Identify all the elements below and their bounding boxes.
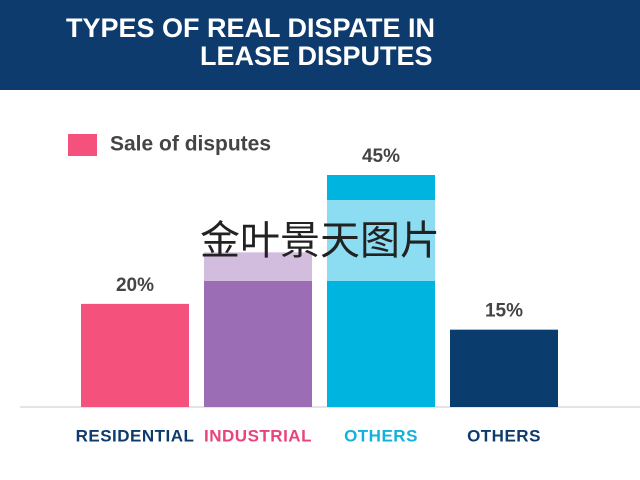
bar — [450, 329, 558, 407]
x-tick-label: RESIDENTIAL — [76, 426, 195, 445]
value-label: 20% — [116, 275, 154, 296]
value-label: 45% — [362, 146, 400, 167]
chart-title-line: TYPES OF REAL DISPATE IN — [66, 13, 435, 43]
watermark-band — [200, 200, 440, 281]
x-tick-label: INDUSTRIAL — [204, 426, 312, 445]
chart-title-line: LEASE DISPUTES — [200, 41, 433, 71]
x-tick-label: OTHERS — [344, 426, 418, 445]
legend-label: Sale of disputes — [110, 133, 271, 156]
header-band — [0, 0, 640, 90]
legend-swatch — [68, 134, 97, 156]
value-label: 15% — [485, 301, 523, 322]
watermark: 金叶景天图片 — [200, 218, 440, 264]
bar — [81, 303, 189, 407]
x-tick-label: OTHERS — [467, 426, 541, 445]
